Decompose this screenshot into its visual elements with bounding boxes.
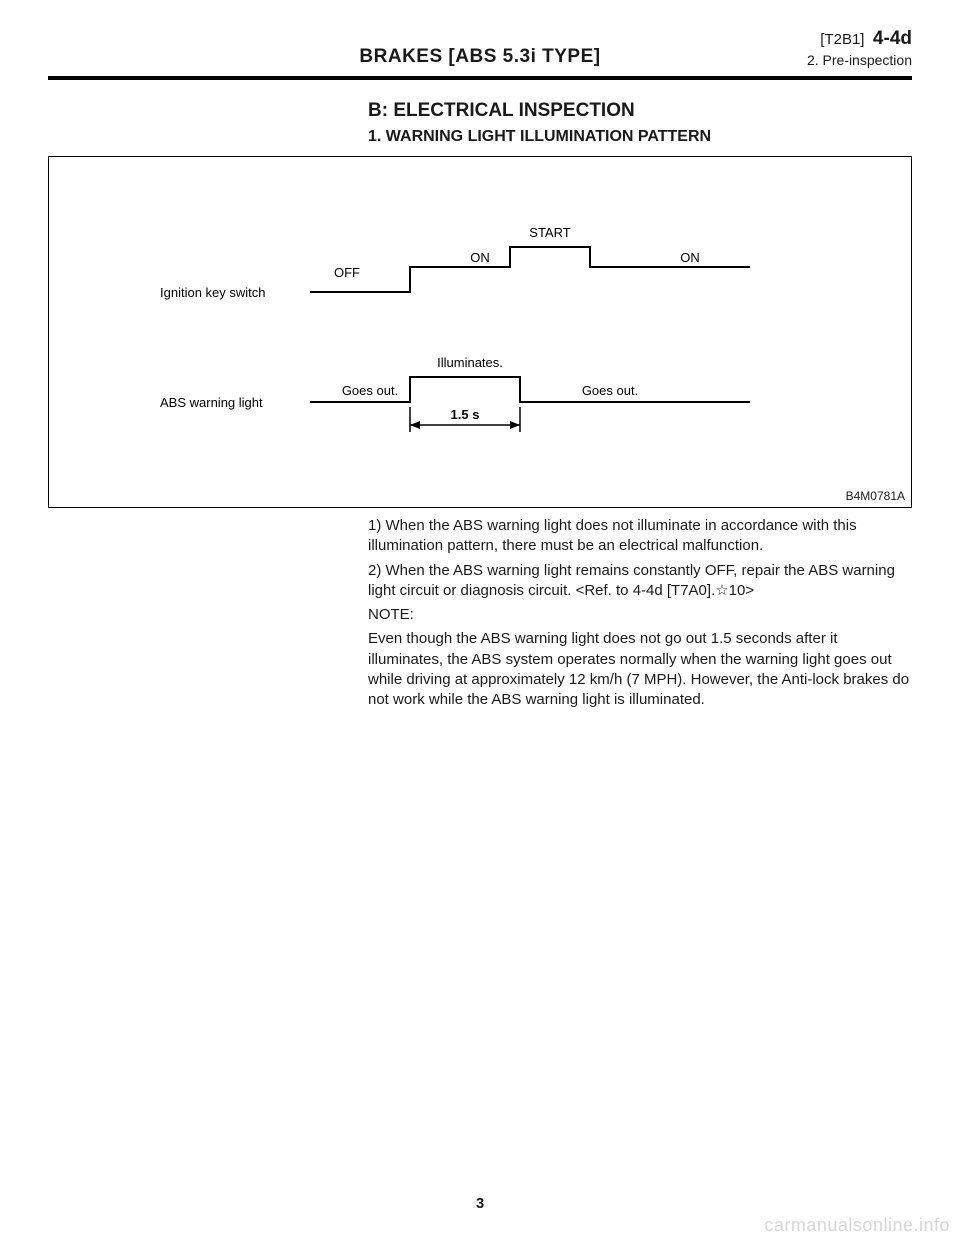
on-left-label: ON xyxy=(470,250,490,265)
header-title: BRAKES [ABS 5.3i TYPE] xyxy=(248,46,712,68)
on-right-label: ON xyxy=(680,250,700,265)
timing-diagram: START ON ON OFF Ignition key switch Illu… xyxy=(48,156,912,508)
abs-warning-label: ABS warning light xyxy=(160,395,263,410)
subsection-heading: 1. WARNING LIGHT ILLUMINATION PATTERN xyxy=(368,128,912,146)
start-label: START xyxy=(529,225,570,240)
time-label: 1.5 s xyxy=(451,407,480,422)
header-page-ref: 4-4d xyxy=(873,28,912,49)
diagram-code: B4M0781A xyxy=(846,489,905,503)
ignition-key-label: Ignition key switch xyxy=(160,285,266,300)
paragraph-2: 2) When the ABS warning light remains co… xyxy=(368,561,912,602)
illuminates-label: Illuminates. xyxy=(437,355,503,370)
header-rule xyxy=(48,76,912,80)
goes-out-left-label: Goes out. xyxy=(342,383,398,398)
arrow-left-icon xyxy=(410,421,420,429)
body-text: 1) When the ABS warning light does not i… xyxy=(368,516,912,710)
off-label: OFF xyxy=(334,265,360,280)
paragraph-1: 1) When the ABS warning light does not i… xyxy=(368,516,912,557)
page-header: BRAKES [ABS 5.3i TYPE] [T2B1] 4-4d 2. Pr… xyxy=(48,28,912,72)
watermark: carmanualsonline.info xyxy=(764,1215,950,1236)
goes-out-right-label: Goes out. xyxy=(582,383,638,398)
note-text: Even though the ABS warning light does n… xyxy=(368,629,912,710)
timing-diagram-svg: START ON ON OFF Ignition key switch Illu… xyxy=(49,157,911,507)
section-heading: B: ELECTRICAL INSPECTION xyxy=(368,100,912,122)
note-label: NOTE: xyxy=(368,605,912,625)
header-code: [T2B1] xyxy=(820,31,864,48)
arrow-right-icon xyxy=(510,421,520,429)
header-subtitle: 2. Pre-inspection xyxy=(712,52,912,68)
page-number: 3 xyxy=(0,1195,960,1212)
